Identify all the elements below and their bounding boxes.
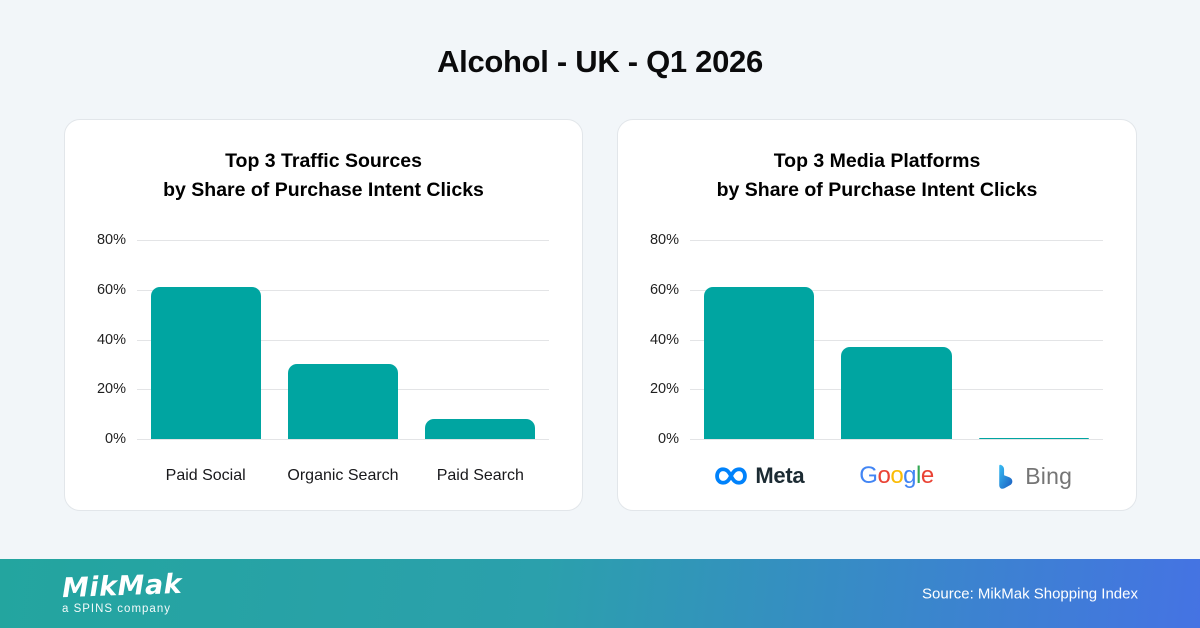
google-letter: o [877,462,891,489]
google-letter: G [859,462,878,489]
x-axis-labels: Paid Social Organic Search Paid Search [137,456,549,496]
plot-area: 0% 20% 40% 60% 80% [97,232,549,447]
x-label-slot: Bing [965,456,1103,496]
x-axis-label: Organic Search [287,467,399,484]
traffic-chart-title-line1: Top 3 Traffic Sources [225,150,422,172]
google-logo: Google [859,462,934,490]
gridline [137,289,549,291]
google-letter: g [903,462,917,489]
bar-google [841,346,952,439]
y-axis-tick-label: 60% [96,281,126,298]
bar-slot [137,240,274,439]
traffic-sources-card: Top 3 Traffic Sources by Share of Purcha… [64,119,583,511]
media-chart-title-line2: by Share of Purchase Intent Clicks [716,179,1038,201]
google-letter: l [916,462,921,489]
x-label-slot: Organic Search [274,456,411,496]
gridline [137,439,549,440]
bar-slot [690,240,828,439]
gridline [137,339,549,341]
x-axis-label: Paid Search [436,467,524,484]
meta-infinity-icon [713,464,749,488]
mikmak-logo-text: MikMak [61,568,183,604]
plot-area: 0% 20% 40% 60% 80% [650,232,1103,447]
traffic-chart-title: Top 3 Traffic Sources by Share of Purcha… [65,147,582,205]
media-chart-title: Top 3 Media Platforms by Share of Purcha… [618,147,1136,205]
meta-wordmark: Meta [755,463,805,488]
bar-slot [965,240,1103,439]
bar-slot [412,240,549,439]
meta-logo: Meta [713,463,805,489]
media-platforms-chart: 0% 20% 40% 60% 80% Meta Google Bing [618,120,1136,510]
x-label-slot: Meta [690,456,828,496]
media-platforms-card: Top 3 Media Platforms by Share of Purcha… [617,119,1137,511]
footer: MikMak a SPINS company Source: MikMak Sh… [0,559,1200,628]
gridline [690,339,1103,341]
google-letter: e [920,462,934,489]
bars-row [137,240,549,439]
gridline [137,240,549,241]
x-axis-label: Paid Social [165,467,246,484]
bar-paid-social [150,287,261,439]
bars-row [690,240,1103,439]
y-axis-tick-label: 0% [658,431,679,447]
bing-wordmark: Bing [1025,462,1073,489]
bing-b-icon [996,463,1017,490]
bar-meta [703,287,814,439]
y-axis-tick-label: 40% [96,331,126,348]
bar-organic-search [288,364,398,439]
x-axis-labels: Meta Google Bing [690,456,1103,496]
x-label-slot: Paid Search [412,456,549,496]
bar-slot [828,240,966,439]
y-axis-tick-label: 20% [649,381,679,398]
gridline [690,289,1103,291]
x-label-slot: Paid Social [137,456,274,496]
bar-slot [274,240,411,439]
traffic-chart-title-line2: by Share of Purchase Intent Clicks [163,179,484,201]
y-axis-tick-label: 80% [649,232,679,248]
spins-company-text: a SPINS company [62,602,171,615]
mikmak-logo: MikMak a SPINS company [61,568,183,615]
bar-bing [979,437,1090,439]
gridline [690,240,1103,241]
bing-logo: Bing [996,463,1072,490]
y-axis-tick-label: 20% [96,381,126,398]
y-axis-tick-label: 80% [96,232,126,248]
source-text: Source: MikMak Shopping Index [922,585,1138,602]
media-chart-title-line1: Top 3 Media Platforms [773,150,981,172]
google-letter: o [890,462,904,489]
page-title: Alcohol - UK - Q1 2026 [437,44,763,79]
y-axis-tick-label: 40% [649,331,679,348]
gridline [690,439,1103,440]
y-axis-tick-label: 0% [105,431,126,447]
traffic-sources-chart: 0% 20% 40% 60% 80% Paid Social Organic Search P… [65,120,582,510]
y-axis-tick-label: 60% [649,281,679,298]
bar-paid-search [425,419,536,439]
x-label-slot: Google [828,456,966,496]
